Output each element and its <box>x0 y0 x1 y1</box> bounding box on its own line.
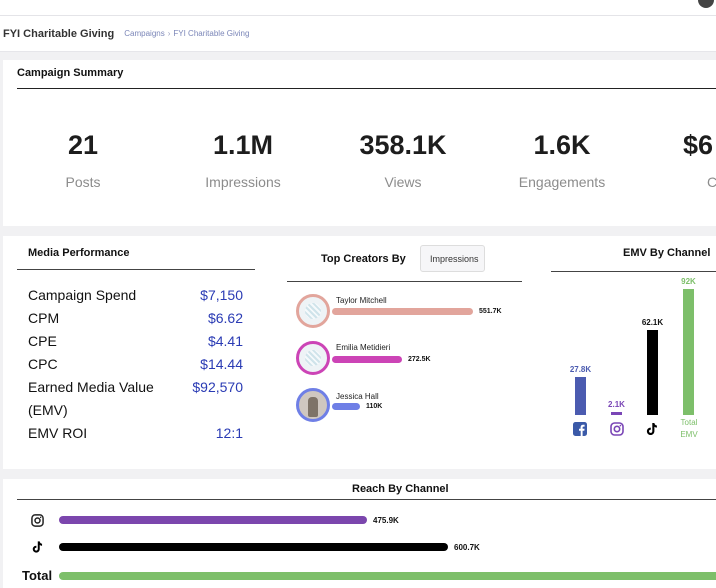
metric-engagements: 1.6K Engagements <box>482 130 642 190</box>
divider <box>17 499 716 500</box>
emv-value-tiktok: 62.1K <box>641 318 664 327</box>
performance-card: Media Performance Campaign Spend $7,150 … <box>3 236 716 469</box>
metric-label: Posts <box>65 174 101 190</box>
reach-total-label: Total <box>22 568 53 583</box>
metric-label: Views <box>384 174 422 190</box>
metric-posts: 21 Posts <box>3 130 163 190</box>
mp-row-spend: Campaign Spend $7,150 <box>28 287 243 303</box>
creator-name: Taylor Mitchell <box>336 296 387 305</box>
top-creators-metric-select[interactable]: Impressions <box>420 245 485 272</box>
mp-value: $14.44 <box>200 356 243 372</box>
breadcrumb-campaigns[interactable]: Campaigns <box>124 29 165 38</box>
reach-value-tiktok: 600.7K <box>454 543 480 552</box>
emv-by-channel-title: EMV By Channel <box>623 247 711 259</box>
reach-value-instagram: 475.9K <box>373 516 399 525</box>
metric-label: Engagements <box>518 174 606 190</box>
creator-bar <box>332 356 402 363</box>
mp-label: CPE <box>28 333 57 349</box>
metric-views: 358.1K Views <box>323 130 483 190</box>
breadcrumb-separator: › <box>167 29 171 38</box>
metric-impressions: 1.1M Impressions <box>163 130 323 190</box>
campaign-summary-card: Campaign Summary 21 Posts 1.1M Impressio… <box>3 60 716 226</box>
reach-by-channel-card: Reach By Channel 475.9K 600.7K Total <box>3 479 716 588</box>
reach-bar-tiktok <box>59 543 448 551</box>
creator-value: 551.7K <box>479 308 502 315</box>
mp-value: $6.62 <box>207 310 243 326</box>
tiktok-icon <box>32 541 43 553</box>
mp-value: $92,570 <box>192 379 243 395</box>
page-title: FYI Charitable Giving <box>3 27 115 40</box>
creator-photo <box>308 397 318 417</box>
metric-label: Impressions <box>205 174 281 190</box>
divider <box>551 271 716 272</box>
tiktok-icon <box>646 423 657 435</box>
mp-value: 12:1 <box>215 425 243 441</box>
breadcrumb-current[interactable]: FYI Charitable Giving <box>173 29 250 38</box>
avatar-placeholder-icon <box>305 303 321 319</box>
mp-row-cpc: CPC $14.44 <box>28 356 243 372</box>
mp-label: Campaign Spend <box>28 287 137 303</box>
creator-name: Jessica Hall <box>336 392 379 401</box>
mp-label: CPM <box>28 310 60 326</box>
creator-avatar[interactable] <box>296 388 330 422</box>
instagram-icon <box>31 514 44 527</box>
emv-bar-tiktok <box>647 330 658 415</box>
creator-name: Emilia Metidieri <box>336 343 391 352</box>
metric-value: $6 <box>683 130 714 160</box>
mp-label: (EMV) <box>28 402 68 418</box>
top-creators-title: Top Creators By <box>321 253 406 265</box>
reach-bar-instagram <box>59 516 367 524</box>
reach-bar-total <box>59 572 716 580</box>
metric-value: 21 <box>67 130 99 160</box>
mp-value: $7,150 <box>200 287 243 303</box>
reach-by-channel-title: Reach By Channel <box>352 483 449 495</box>
mp-row-cpm: CPM $6.62 <box>28 310 243 326</box>
emv-total-label: Total EMV <box>680 418 698 439</box>
divider <box>17 88 716 89</box>
mp-label: CPC <box>28 356 58 372</box>
page-header: FYI Charitable Giving Campaigns › FYI Ch… <box>0 16 716 52</box>
emv-value-facebook: 27.8K <box>569 365 592 374</box>
metric-value: 358.1K <box>359 130 447 160</box>
emv-bar-total <box>683 289 694 415</box>
instagram-icon <box>610 422 624 436</box>
metric-value: 1.6K <box>533 130 591 160</box>
user-avatar[interactable] <box>698 0 714 8</box>
facebook-icon <box>573 422 587 436</box>
divider <box>287 281 522 282</box>
mp-row-emv-cont: (EMV) <box>28 402 243 418</box>
metric-cost: $6 C <box>683 130 716 190</box>
mp-value: $4.41 <box>207 333 243 349</box>
mp-row-emv-roi: EMV ROI 12:1 <box>28 425 243 441</box>
metric-label: C <box>707 174 716 190</box>
emv-value-total: 92K <box>681 277 696 286</box>
campaign-summary-title: Campaign Summary <box>17 67 124 79</box>
avatar-placeholder-icon <box>305 350 321 366</box>
mp-row-emv: Earned Media Value $92,570 <box>28 379 243 395</box>
emv-bar-facebook <box>575 377 586 415</box>
mp-label: Earned Media Value <box>28 379 154 395</box>
creator-avatar[interactable] <box>296 341 330 375</box>
emv-value-instagram: 2.1K <box>608 400 625 409</box>
creator-value: 272.5K <box>408 356 431 363</box>
mp-label: EMV ROI <box>28 425 88 441</box>
top-bar <box>0 0 716 16</box>
creator-bar <box>332 403 360 410</box>
creator-avatar[interactable] <box>296 294 330 328</box>
mp-row-cpe: CPE $4.41 <box>28 333 243 349</box>
metric-value: 1.1M <box>212 130 274 160</box>
creator-value: 110K <box>366 403 383 410</box>
emv-bar-instagram <box>611 412 622 415</box>
divider <box>17 269 255 270</box>
creator-bar <box>332 308 473 315</box>
media-performance-title: Media Performance <box>28 247 130 259</box>
